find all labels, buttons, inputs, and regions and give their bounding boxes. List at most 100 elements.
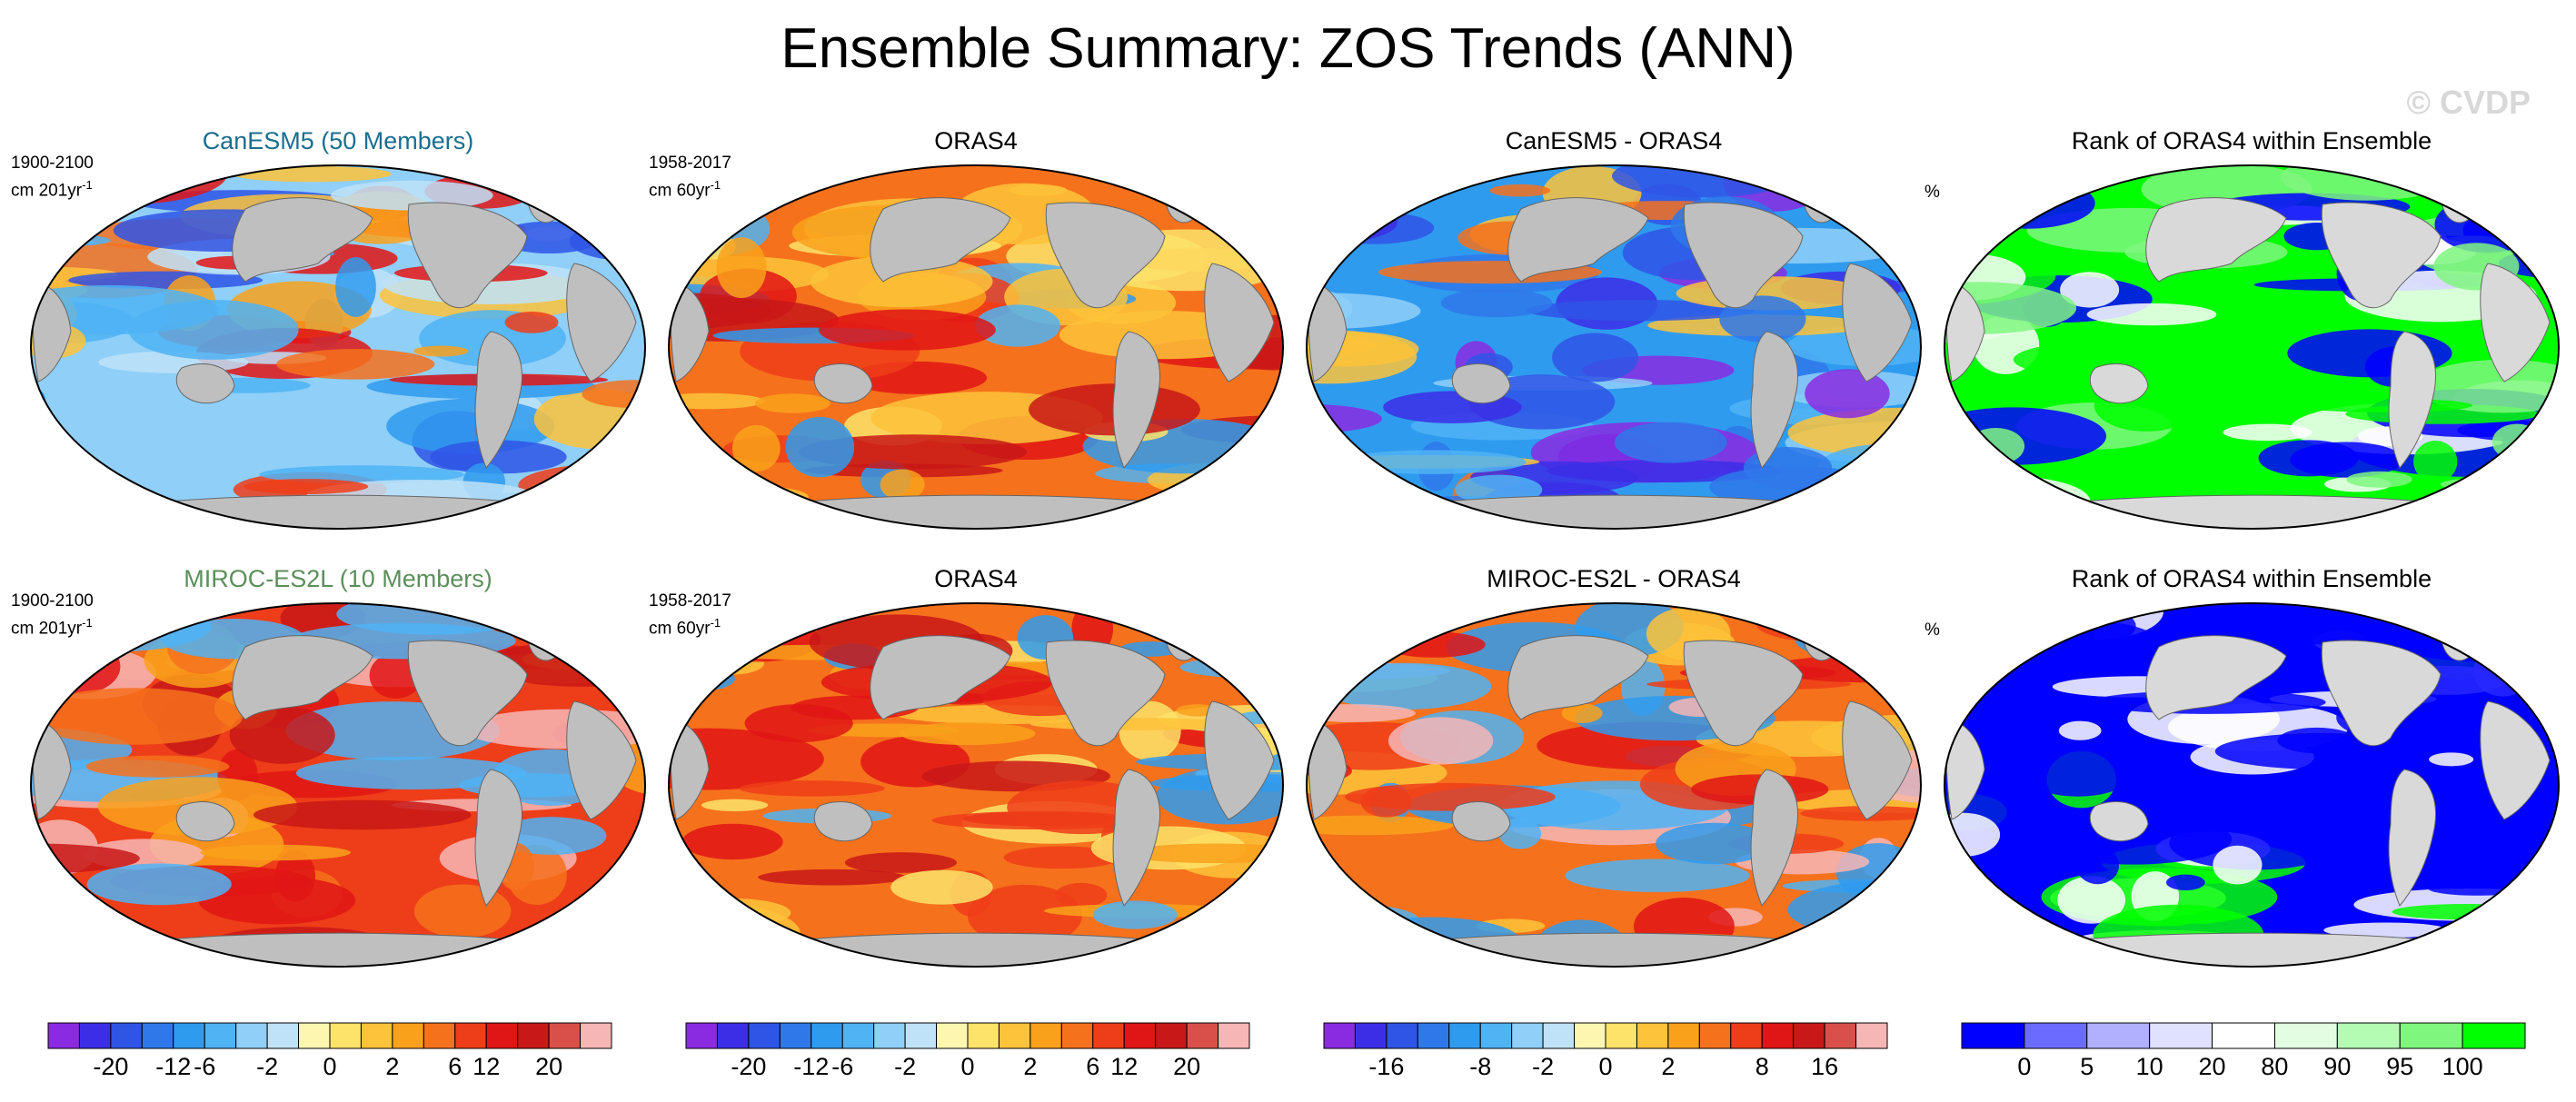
map-field-patch (2323, 922, 2449, 938)
colorbar-swatch (998, 1022, 1031, 1049)
colorbar-swatch (1698, 1022, 1732, 1049)
colorbar-tick-label: -2 (256, 1053, 279, 1080)
map-field-patch (1489, 184, 1551, 197)
colorbar-swatch (1636, 1022, 1669, 1049)
map-field-patch (2057, 876, 2126, 924)
colorbar-swatch (173, 1022, 205, 1049)
map-field-patch (2392, 903, 2544, 920)
map-field-patch (231, 165, 392, 183)
map-field-patch (2129, 780, 2303, 809)
map-field-patch (1119, 700, 1181, 761)
map-field-patch (85, 755, 230, 778)
map-field-patch (1224, 524, 1283, 529)
land-mass (566, 700, 637, 820)
map-field-patch (2358, 510, 2559, 529)
colorbar-swatch (485, 1022, 519, 1049)
map-field-patch (253, 799, 472, 830)
map-field-patch (701, 799, 769, 811)
map-field-patch (31, 503, 141, 529)
map-field-patch (1440, 288, 1553, 318)
map-field-patch (335, 257, 376, 317)
colorbar-swatch (1855, 1022, 1888, 1049)
panel-miroc: MIROC-ES2L (10 Members) 1900-2100 cm 201… (11, 565, 658, 992)
land-mass (2145, 197, 2287, 283)
map-field-patch (2290, 442, 2403, 478)
panel-title: Rank of ORAS4 within Ensemble (2071, 565, 2432, 592)
colorbar-swatch (1155, 1022, 1188, 1049)
map-field-patch (696, 651, 765, 675)
map-field-patch (2346, 471, 2412, 488)
map-field-patch (1307, 815, 1454, 836)
land-mass (1204, 700, 1275, 820)
colorbar-swatch (78, 1022, 112, 1049)
panel-title: MIROC-ES2L (10 Members) (184, 565, 492, 592)
map-outline (1306, 602, 1922, 968)
map-field-patch (2536, 880, 2559, 942)
colorbar-tick-label: 0 (960, 1053, 975, 1080)
map-field-patch (1307, 947, 1442, 967)
colorbar-swatch (1323, 1022, 1356, 1049)
land-mass (175, 363, 235, 404)
colorbar-tick-label: -2 (894, 1053, 917, 1080)
period-label: 1900-2100 (11, 154, 94, 173)
panel-title: Rank of ORAS4 within Ensemble (2071, 127, 2432, 154)
map-field-patch (799, 434, 1028, 470)
map-field-patch (31, 505, 165, 523)
land-mass (2089, 801, 2149, 842)
panel-rank-row2: Rank of ORAS4 within Ensemble % (1925, 565, 2571, 992)
map-field-patch (669, 728, 824, 790)
colorbar-swatch (1092, 1022, 1125, 1049)
panel-oras4-row2: ORAS4 1958-2017 cm 60yr-1 (649, 565, 1296, 992)
map-field-patch (2060, 272, 2120, 308)
colorbar-tick-label: 6 (1086, 1053, 1100, 1080)
colorbar-tick-label: 16 (1811, 1053, 1839, 1080)
land-mass (474, 331, 522, 469)
land-mass (813, 801, 873, 842)
colorbar-tick-label: 2 (385, 1053, 400, 1080)
colorbar-swatches (1961, 1022, 2526, 1049)
colorbar-swatch (904, 1022, 938, 1049)
map-field-patch (1157, 929, 1283, 967)
map-field-patch (198, 876, 356, 925)
map-field-patch (2428, 881, 2527, 896)
map-field-patch (2213, 845, 2263, 885)
map-field-patch (563, 925, 645, 962)
map-outline (668, 164, 1284, 530)
map-field-patch (819, 309, 996, 351)
map-field-patch (2413, 441, 2458, 482)
map-field-patch (2169, 816, 2342, 870)
land-mass (1204, 263, 1275, 382)
map-field-patch (1242, 892, 1283, 911)
map-field-patch (1203, 918, 1283, 958)
map-field-patch (669, 392, 765, 410)
colorbar-swatch (298, 1022, 331, 1049)
colorbar-swatch (329, 1022, 362, 1049)
colorbar-swatch (1605, 1022, 1637, 1049)
map-field-patch (880, 469, 925, 501)
colorbar-swatch (2336, 1022, 2401, 1049)
map-field-patch (755, 393, 830, 413)
colorbar-tick-label: -20 (731, 1053, 767, 1080)
colorbar-tick-label: 0 (323, 1053, 337, 1080)
map-field-patch (1860, 603, 1901, 643)
colorbar-swatch (936, 1022, 969, 1049)
map-outline (1306, 164, 1922, 530)
colorbar-swatch (1793, 1022, 1825, 1049)
map-field-patch (68, 271, 264, 290)
land-mass (813, 363, 873, 404)
map-field-patch (1307, 192, 1387, 213)
map-rank-row2 (1944, 602, 2560, 968)
map-field-patch (1614, 422, 1727, 463)
panel-title: MIROC-ES2L - ORAS4 (1487, 565, 1741, 592)
colorbar-swatch (1123, 1022, 1157, 1049)
map-field-patch (669, 455, 711, 503)
panel-oras4: ORAS4 1958-2017 cm 60yr-1 (649, 127, 1296, 554)
colorbar-swatch (2086, 1022, 2151, 1049)
colorbar-swatch (580, 1022, 612, 1049)
colorbar-swatch (779, 1022, 812, 1049)
map-field-patch (900, 722, 1036, 746)
map-field-patch (758, 869, 907, 886)
map-field-patch (39, 923, 137, 957)
panel-meta: 1958-2017 cm 60yr-1 (649, 153, 731, 202)
colorbar-tick-label: 0 (1598, 1053, 1613, 1080)
